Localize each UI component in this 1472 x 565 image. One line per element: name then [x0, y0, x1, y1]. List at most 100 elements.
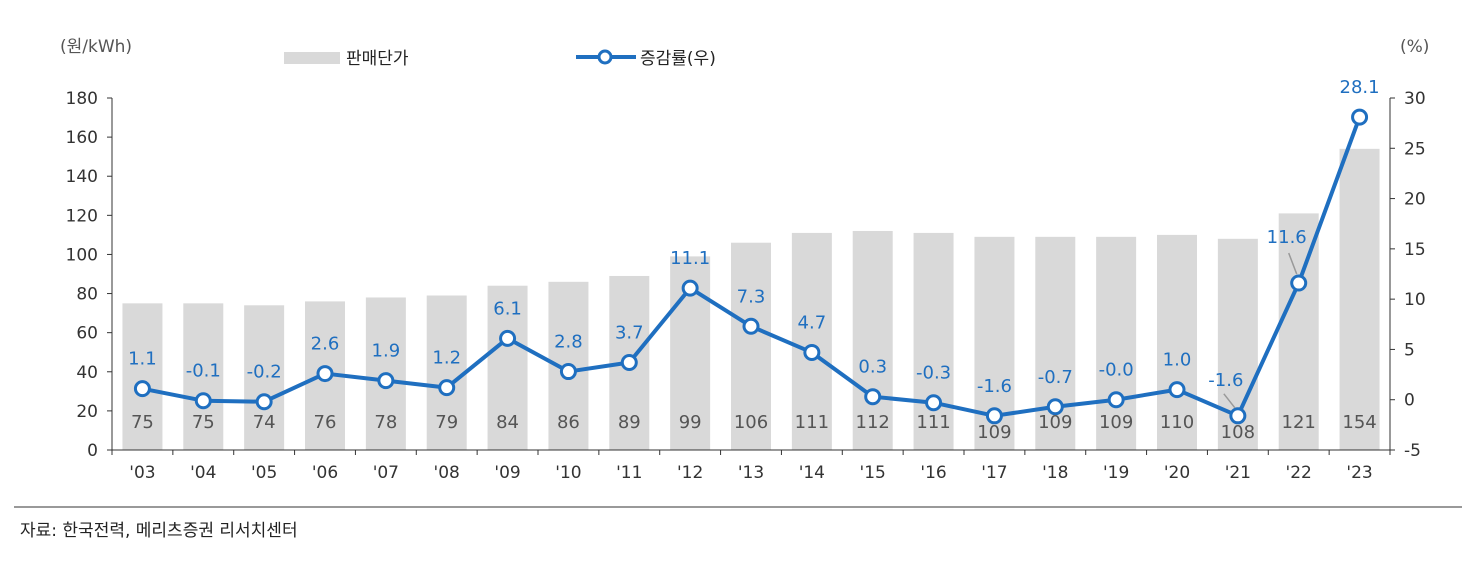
bar-value-label: 86 — [557, 412, 580, 433]
leader-line — [1288, 252, 1298, 275]
growth-value-label: 3.7 — [615, 323, 644, 344]
right-axis-unit: (%) — [1400, 37, 1429, 57]
bar — [183, 303, 224, 450]
bar-value-label: 89 — [618, 412, 641, 433]
bar — [122, 303, 163, 450]
x-tick-label: '09 — [494, 463, 520, 483]
right-tick-label: 0 — [1404, 391, 1415, 411]
bar — [244, 305, 285, 450]
source-text: 자료: 한국전력, 메리츠증권 리서치센터 — [20, 521, 298, 541]
growth-point — [255, 393, 273, 411]
bar-value-label: 111 — [916, 412, 950, 433]
growth-value-label: -0.0 — [1099, 360, 1134, 381]
x-tick-label: '16 — [920, 463, 946, 483]
growth-value-label: 1.2 — [432, 348, 461, 369]
growth-value-label: 28.1 — [1340, 77, 1380, 98]
growth-point — [803, 343, 821, 361]
bar-value-label: 109 — [1099, 412, 1133, 433]
growth-value-label: 2.6 — [311, 334, 340, 355]
left-tick-label: 60 — [76, 324, 98, 344]
left-tick-label: 80 — [76, 285, 98, 305]
growth-value-label: -1.6 — [1208, 370, 1243, 391]
left-tick-label: 100 — [66, 245, 98, 265]
bar — [487, 285, 528, 450]
x-tick-label: '17 — [981, 463, 1007, 483]
bar — [913, 232, 954, 450]
growth-value-label: -0.1 — [186, 361, 221, 382]
growth-point — [1107, 391, 1125, 409]
x-tick-label: '06 — [312, 463, 338, 483]
growth-point — [1290, 274, 1308, 292]
x-tick-label: '23 — [1346, 463, 1372, 483]
bar — [1157, 234, 1197, 450]
growth-value-label: -0.2 — [247, 362, 282, 383]
left-tick-label: 40 — [76, 363, 98, 383]
legend-line-label: 증감률(우) — [640, 49, 716, 69]
bar-value-label: 75 — [192, 412, 215, 433]
bar-value-label: 74 — [253, 412, 276, 433]
growth-value-label: 6.1 — [493, 298, 522, 319]
bar-value-label: 154 — [1342, 412, 1376, 433]
bar — [426, 295, 467, 450]
bar-value-label: 78 — [374, 412, 397, 433]
bar-value-label: 109 — [977, 422, 1011, 443]
bar-value-label: 110 — [1160, 412, 1194, 433]
growth-value-label: 11.6 — [1267, 227, 1307, 248]
growth-value-label: 11.1 — [670, 248, 710, 269]
right-tick-label: 15 — [1404, 240, 1426, 260]
growth-point — [1229, 407, 1247, 425]
left-axis-unit: (원/kWh) — [60, 37, 132, 57]
x-tick-label: '05 — [251, 463, 277, 483]
growth-value-label: 2.8 — [554, 332, 583, 353]
x-tick-label: '03 — [129, 463, 155, 483]
left-tick-label: 0 — [87, 441, 98, 461]
bar — [731, 242, 771, 450]
left-tick-label: 140 — [66, 167, 98, 187]
growth-point — [377, 372, 395, 390]
growth-value-label: 0.3 — [858, 357, 887, 378]
legend-bar-swatch — [284, 52, 340, 64]
bar-value-label: 76 — [314, 412, 337, 433]
growth-point — [499, 329, 517, 347]
growth-value-label: 1.1 — [128, 349, 157, 370]
bar-value-label: 111 — [795, 412, 829, 433]
growth-value-label: 1.0 — [1163, 350, 1192, 371]
bar-value-label: 84 — [496, 412, 519, 433]
legend: 판매단가 증감률(우) — [284, 49, 716, 69]
x-tick-label: '12 — [677, 463, 703, 483]
growth-point — [620, 354, 638, 372]
left-tick-label: 180 — [66, 89, 98, 109]
legend-line-marker — [597, 49, 613, 65]
bar-value-label: 112 — [856, 412, 890, 433]
left-tick-label: 20 — [76, 402, 98, 422]
growth-value-label: -0.7 — [1038, 367, 1073, 388]
bar-value-label: 108 — [1221, 422, 1255, 443]
leader-line — [1223, 393, 1236, 409]
x-tick-label: '10 — [555, 463, 581, 483]
bar — [1278, 213, 1319, 450]
bar-value-label: 121 — [1282, 412, 1316, 433]
bar-value-label: 109 — [1038, 412, 1072, 433]
x-tick-label: '22 — [1286, 463, 1312, 483]
growth-value-label: 4.7 — [798, 312, 827, 333]
legend-bar-label: 판매단가 — [346, 49, 409, 69]
growth-value-label: -1.6 — [977, 376, 1012, 397]
bar — [852, 230, 893, 450]
growth-point — [133, 380, 151, 398]
bar-value-label: 75 — [131, 412, 154, 433]
growth-point — [1168, 381, 1186, 399]
growth-point — [681, 279, 699, 297]
bar — [1096, 236, 1137, 450]
growth-value-label: 1.9 — [372, 341, 401, 362]
growth-point — [985, 407, 1003, 425]
x-tick-label: '04 — [190, 463, 216, 483]
x-tick-label: '14 — [799, 463, 825, 483]
growth-point — [559, 363, 577, 381]
growth-point — [1046, 398, 1064, 416]
right-tick-label: 20 — [1404, 190, 1426, 210]
bar — [791, 232, 832, 450]
x-tick-label: '08 — [434, 463, 460, 483]
right-tick-label: 30 — [1404, 89, 1426, 109]
growth-point — [316, 365, 334, 383]
